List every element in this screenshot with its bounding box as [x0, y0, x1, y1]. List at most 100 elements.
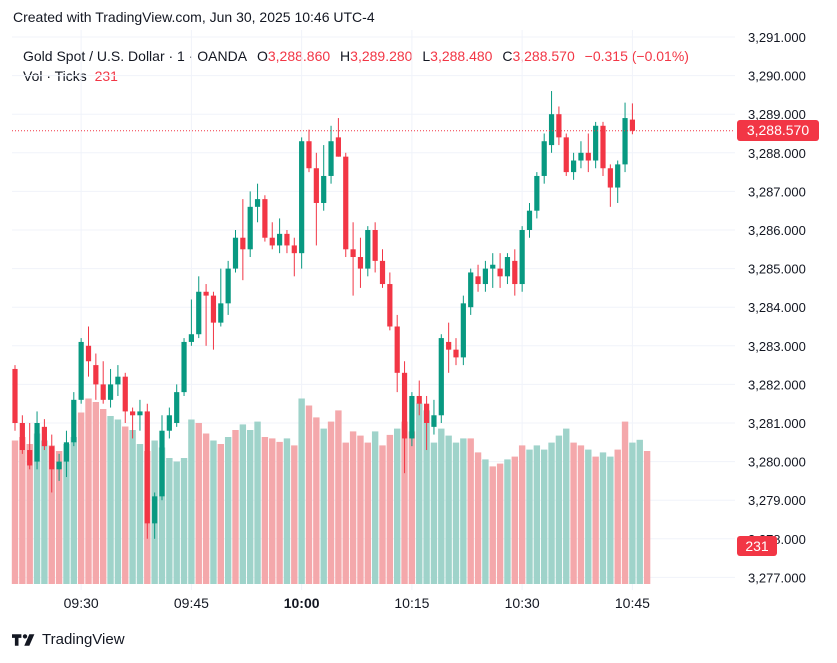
volume-bar — [607, 456, 614, 584]
candle — [291, 237, 297, 277]
candle — [12, 365, 18, 431]
volume-bar — [33, 433, 41, 584]
price-tick-label: 3,287.000 — [748, 184, 806, 199]
candle-body — [593, 125, 599, 161]
volume-bar — [122, 426, 129, 584]
candle — [401, 361, 408, 474]
volume-bar — [239, 424, 247, 584]
volume-bar — [232, 430, 239, 584]
volume-bar — [166, 458, 173, 584]
candle — [548, 91, 555, 153]
volume-bar — [643, 451, 651, 584]
volume-bar — [202, 433, 210, 584]
candle — [600, 121, 606, 176]
candle-body — [387, 284, 393, 327]
volume-bar — [621, 421, 629, 584]
volume-bar — [173, 461, 180, 584]
candle — [49, 434, 55, 493]
candle — [152, 492, 158, 539]
candle-body — [269, 237, 275, 246]
volume-bar — [445, 435, 452, 584]
candle-body — [240, 237, 246, 250]
candle — [277, 218, 283, 254]
candle — [409, 392, 415, 447]
candle — [166, 407, 172, 439]
candle-body — [188, 334, 194, 342]
candle-body — [475, 276, 481, 285]
close-label: C — [502, 48, 513, 64]
candle — [365, 226, 371, 277]
volume-bar — [504, 459, 511, 584]
candle — [122, 372, 128, 423]
volume-bar — [357, 435, 364, 584]
candle — [460, 295, 466, 366]
candle — [218, 268, 224, 327]
candle-body — [468, 272, 474, 308]
candle-body — [541, 141, 547, 176]
candle — [144, 403, 150, 539]
volume-bar — [408, 431, 416, 584]
volume-bar — [129, 430, 136, 584]
candle-body — [56, 461, 62, 470]
candle — [247, 191, 253, 258]
candle-body — [424, 403, 430, 423]
volume-bar — [563, 428, 570, 584]
tradingview-logo-icon — [12, 633, 35, 646]
candle-body — [600, 125, 606, 169]
candle — [210, 291, 217, 350]
price-tick-label: 3,290.000 — [748, 69, 806, 84]
volume-bar — [85, 398, 92, 584]
candle-body — [519, 230, 525, 285]
change-value: −0.315 (−0.01%) — [584, 48, 689, 64]
candle — [56, 453, 62, 481]
candle — [203, 284, 209, 346]
volume-bar — [460, 438, 467, 584]
candle — [629, 103, 635, 135]
candle-body — [401, 372, 408, 439]
volume-bar — [511, 456, 518, 584]
volume-bar — [19, 437, 26, 584]
candle-body — [497, 268, 503, 277]
volume-bar — [438, 428, 445, 584]
candle-body — [299, 141, 305, 254]
candle-body — [321, 175, 327, 203]
candle-body — [122, 376, 128, 412]
candle-body — [144, 411, 150, 524]
volume-bar — [217, 444, 224, 584]
candle-body — [372, 230, 378, 261]
candle — [174, 384, 180, 427]
low-value: 3,288.480 — [430, 48, 493, 64]
candle-body — [379, 260, 386, 285]
candle-body — [629, 119, 635, 131]
volume-bar — [430, 442, 438, 584]
candle-body — [130, 411, 136, 416]
volume-bar — [342, 442, 349, 584]
candle — [71, 392, 77, 447]
candle-body — [284, 233, 290, 246]
price-tick-label: 3,286.000 — [748, 223, 806, 238]
candle-body — [622, 118, 628, 165]
candle-body — [490, 264, 496, 269]
volume-bar — [48, 445, 55, 584]
candle-body — [343, 156, 349, 250]
candle — [490, 253, 496, 288]
candle-body — [438, 338, 444, 416]
last-volume-tag: 231 — [737, 536, 777, 556]
candle — [593, 121, 599, 169]
volume-bar — [401, 421, 408, 584]
candle — [93, 353, 99, 400]
candle — [585, 133, 591, 173]
candle-body — [107, 384, 114, 400]
candle — [107, 368, 114, 408]
volume-bar — [327, 421, 335, 584]
candle — [387, 272, 393, 331]
candle — [416, 380, 422, 416]
volume-bar — [320, 428, 327, 584]
candle — [130, 407, 136, 439]
candle-body — [137, 411, 143, 416]
footer-brand[interactable]: TradingView — [12, 631, 125, 648]
candle-body — [350, 249, 356, 258]
candle-body — [12, 368, 18, 423]
candle — [240, 199, 246, 281]
